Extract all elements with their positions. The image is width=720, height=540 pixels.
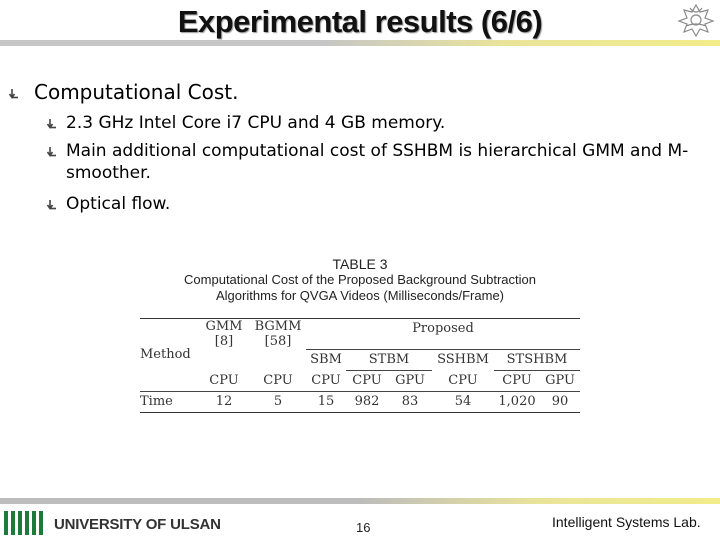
unit-cell: CPU xyxy=(502,373,532,388)
row-label: Time xyxy=(140,390,198,413)
table-caption: TABLE 3 Computational Cost of the Propos… xyxy=(140,256,580,304)
value-cell: 90 xyxy=(540,390,580,413)
cost-table: Method GMM [8] BGMM [58] Proposed SBM STBM… xyxy=(140,318,580,413)
table-number: TABLE 3 xyxy=(332,256,388,272)
sub-bullet-optical-flow: Optical flow. xyxy=(46,193,170,215)
value-cell: 5 xyxy=(250,390,306,413)
bullet-text: Computational Cost. xyxy=(34,80,239,104)
unit-cell: GPU xyxy=(395,373,425,388)
university-seal-icon xyxy=(677,3,715,38)
bullet-text: Optical flow. xyxy=(66,194,171,214)
table-subheader-row: SBM STBM SSHBM STSHBM xyxy=(140,349,580,371)
bullet-text: Main additional computational cost of SS… xyxy=(66,141,689,183)
bullet-arrow-icon xyxy=(46,119,56,129)
footer-divider xyxy=(0,498,720,504)
bullet-arrow-icon xyxy=(8,89,18,99)
method-header: Method xyxy=(140,318,198,391)
sub-bullet-hardware: 2.3 GHz Intel Core i7 CPU and 4 GB memor… xyxy=(46,112,445,134)
gmm-name: GMM xyxy=(205,319,243,334)
stshbm-header: STSHBM xyxy=(494,349,580,371)
unit-cell: GPU xyxy=(545,373,575,388)
value-cell: 83 xyxy=(388,390,432,413)
bgmm-ref: [58] xyxy=(264,334,292,349)
value-cell: 982 xyxy=(346,390,388,413)
slide-title: Experimental results (6/6) xyxy=(177,4,543,39)
table-units-row: CPU CPU CPU CPU GPU CPU CPU GPU xyxy=(140,370,580,391)
unit-cell: CPU xyxy=(263,372,293,388)
table-caption-line: Algorithms for QVGA Videos (Milliseconds… xyxy=(215,288,505,303)
stbm-header: STBM xyxy=(346,349,432,371)
gmm-ref: [8] xyxy=(214,334,234,349)
university-name: UNIVERSITY OF ULSAN xyxy=(54,516,221,533)
bullet-arrow-icon xyxy=(46,147,56,157)
value-cell: 1,020 xyxy=(494,390,540,413)
table-header-row: Method GMM [8] BGMM [58] Proposed xyxy=(140,318,580,391)
value-cell: 12 xyxy=(198,390,250,413)
sub-bullet-main-cost: Main additional computational cost of SS… xyxy=(46,140,696,184)
table-caption-line: Computational Cost of the Proposed Backg… xyxy=(184,272,536,287)
bullet-arrow-icon xyxy=(46,200,56,210)
sbm-header: SBM xyxy=(310,352,342,368)
page-number: 16 xyxy=(356,520,371,535)
unit-cell: CPU xyxy=(311,372,341,388)
unit-cell: CPU xyxy=(352,373,382,388)
bullet-computational-cost: Computational Cost. xyxy=(8,80,238,104)
university-logo-icon xyxy=(4,511,43,535)
cost-table-figure: TABLE 3 Computational Cost of the Propos… xyxy=(140,256,580,413)
table-row: Time 12 5 15 982 83 54 1,020 90 xyxy=(140,390,580,413)
bgmm-name: BGMM xyxy=(254,319,302,334)
unit-cell: CPU xyxy=(209,372,239,388)
lab-name: Intelligent Systems Lab. xyxy=(552,514,701,530)
value-cell: 15 xyxy=(306,390,346,413)
title-divider xyxy=(0,40,720,46)
bullet-text: 2.3 GHz Intel Core i7 CPU and 4 GB memor… xyxy=(66,113,446,133)
sshbm-header: SSHBM xyxy=(437,352,489,368)
unit-cell: CPU xyxy=(448,372,478,388)
bgmm-header: BGMM [58] xyxy=(250,318,306,349)
value-cell: 54 xyxy=(432,390,494,413)
gmm-header: GMM [8] xyxy=(198,318,250,349)
proposed-header: Proposed xyxy=(306,318,580,350)
